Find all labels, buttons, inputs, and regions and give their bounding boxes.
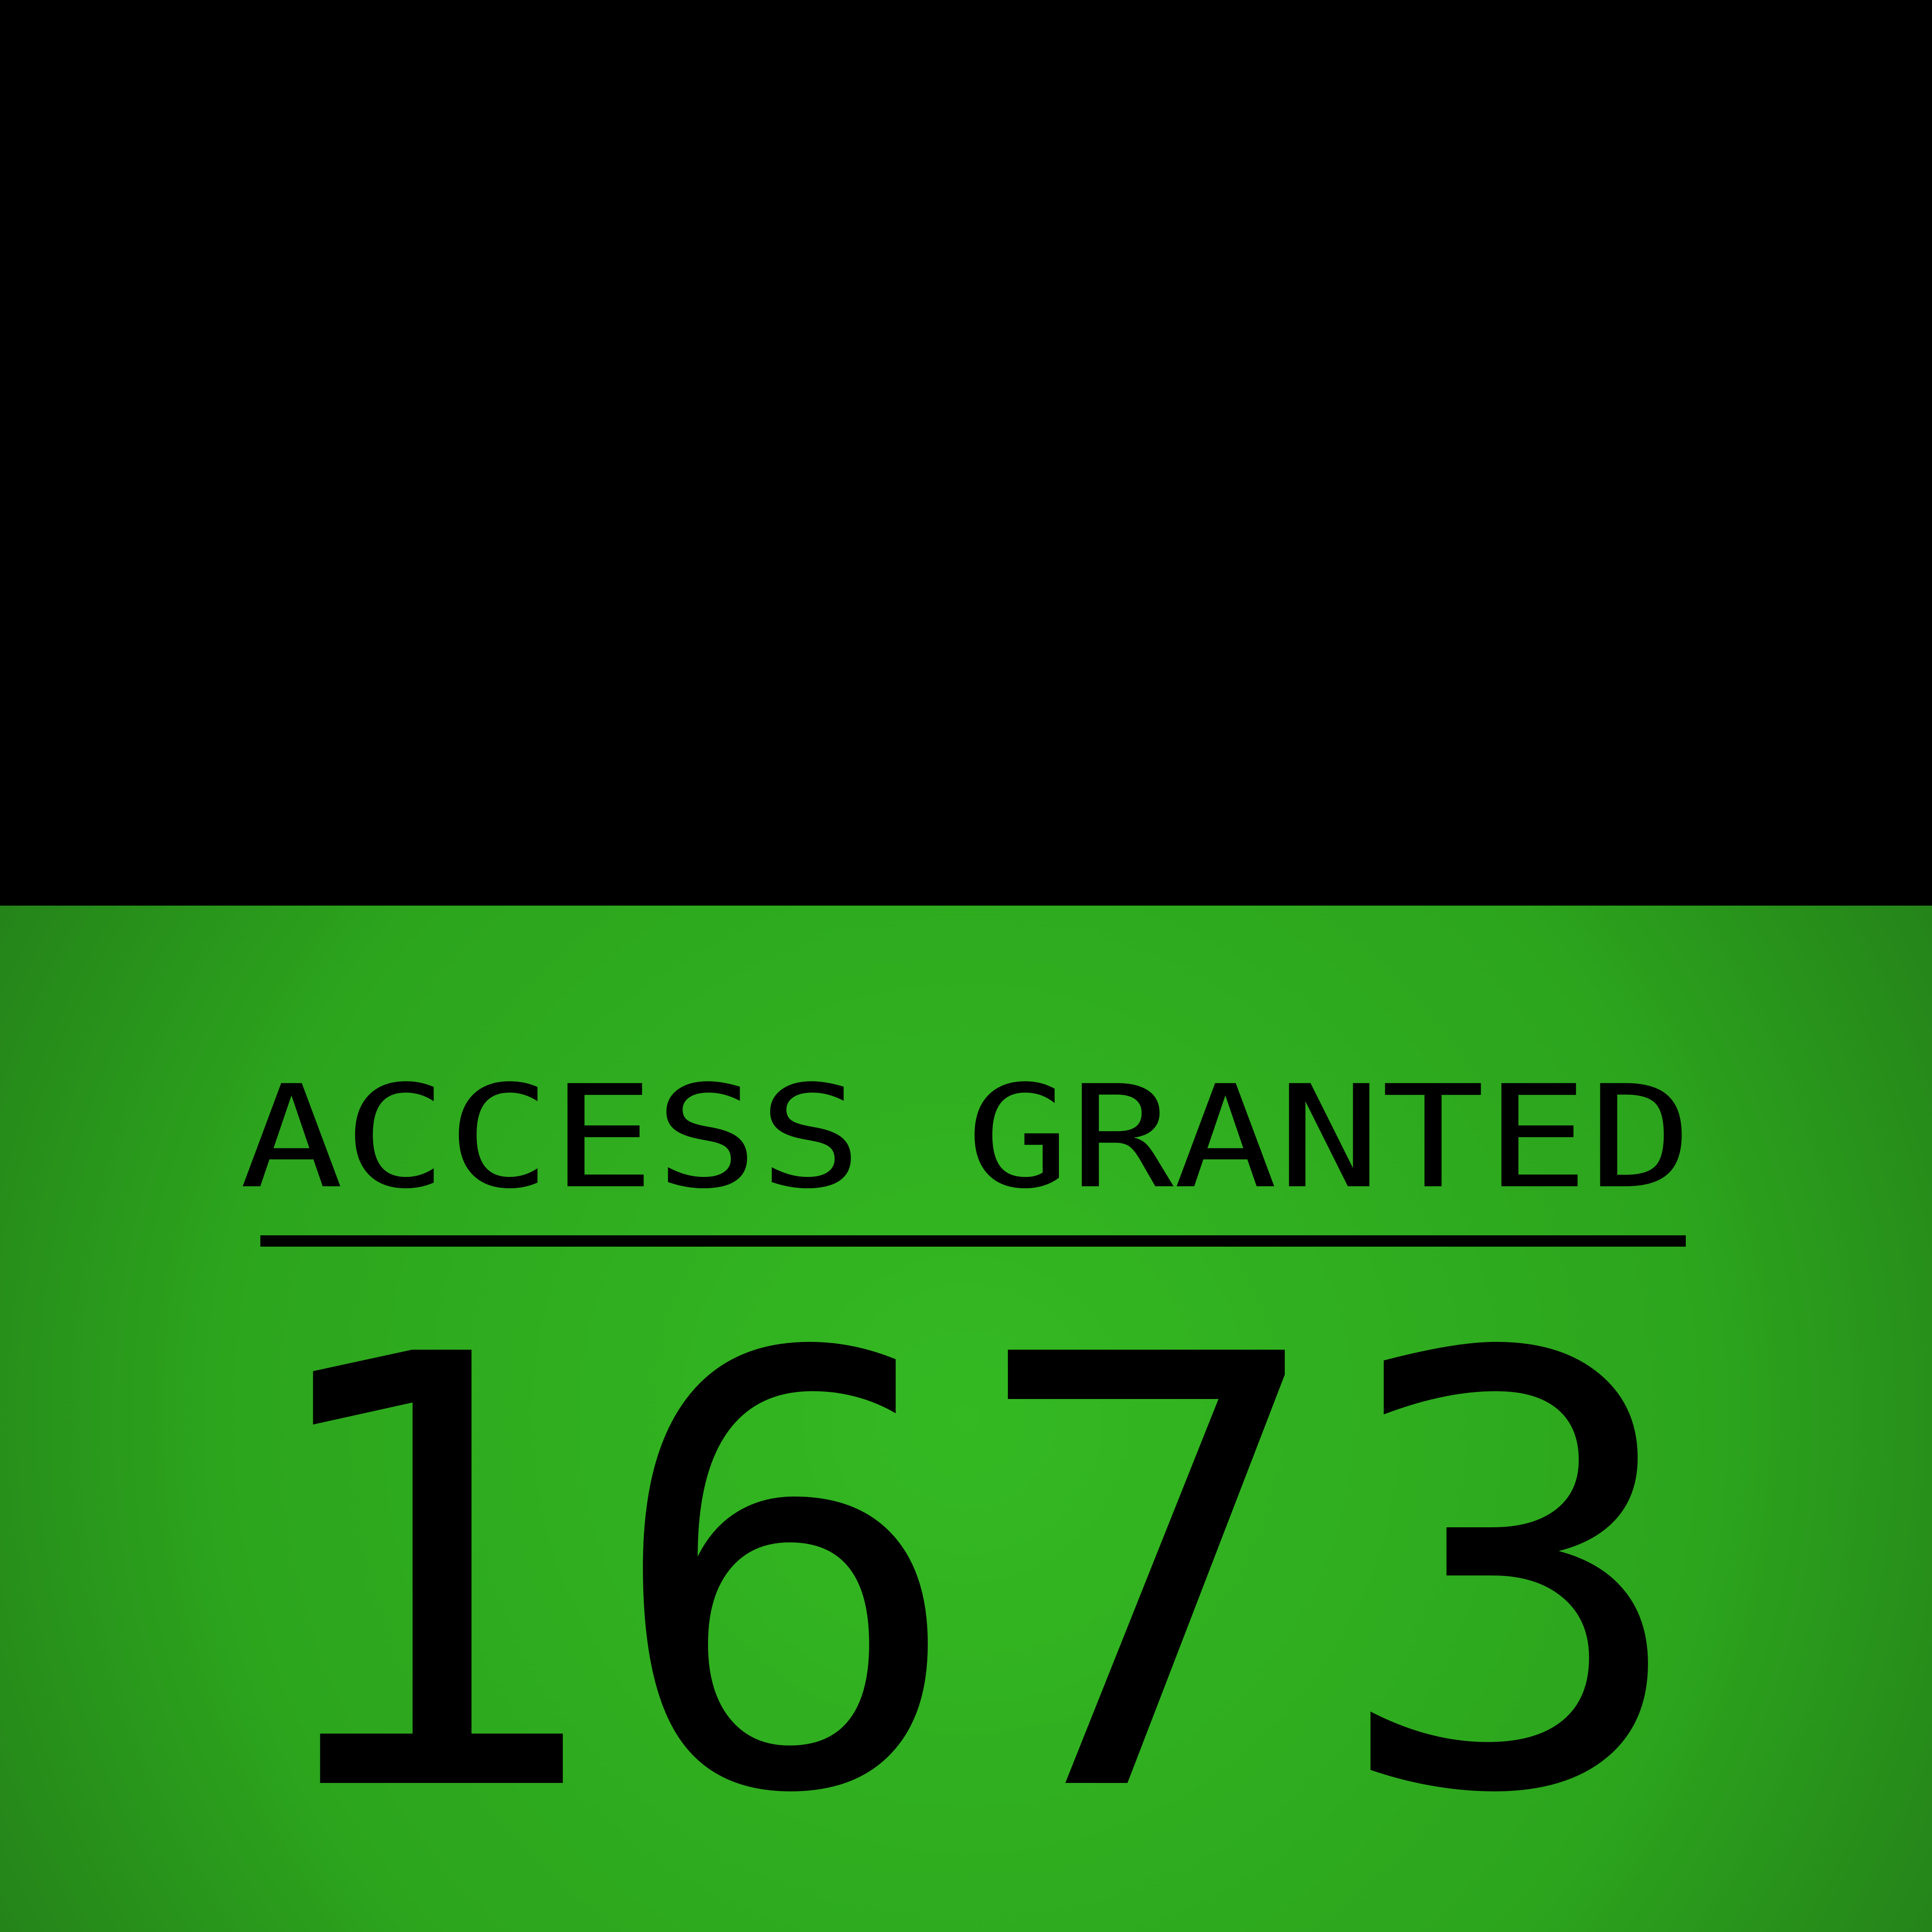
access-code: 1673 xyxy=(241,1232,1693,1924)
access-status-panel: ACCESS GRANTED 1673 xyxy=(0,906,1932,1932)
green-status-background xyxy=(0,906,1932,1932)
message-divider xyxy=(260,1235,1686,1247)
access-granted-message: ACCESS GRANTED xyxy=(240,1055,1692,1220)
access-status-graphic: ACCESS GRANTED 1673 xyxy=(0,906,1932,1932)
top-black-panel xyxy=(0,0,1932,906)
